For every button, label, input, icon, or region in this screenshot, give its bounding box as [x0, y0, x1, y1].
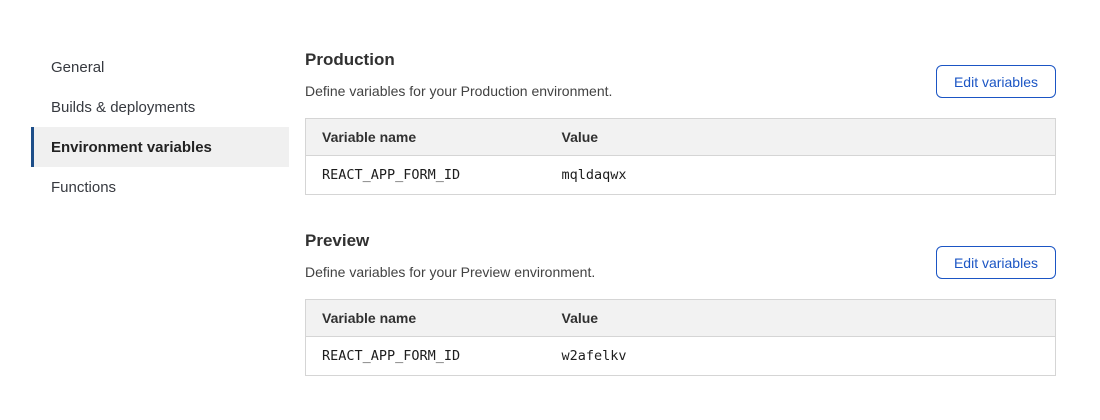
sidebar-item-environment-variables[interactable]: Environment variables [31, 127, 289, 167]
table-row: REACT_APP_FORM_ID w2afelkv [305, 336, 1056, 376]
edit-production-variables-button[interactable]: Edit variables [935, 65, 1056, 98]
production-section: Production Define variables for your Pro… [305, 50, 1056, 195]
table-header-row: Variable name Value [305, 118, 1056, 156]
preview-title: Preview [305, 231, 370, 250]
variable-name-cell: REACT_APP_FORM_ID [305, 155, 546, 195]
production-title: Production [305, 50, 395, 69]
value-header: Value [545, 118, 1056, 156]
sidebar-item-general[interactable]: General [31, 47, 289, 87]
variable-name-header: Variable name [305, 299, 546, 337]
sidebar-item-functions[interactable]: Functions [31, 167, 289, 207]
sidebar-item-builds-deployments[interactable]: Builds & deployments [31, 87, 289, 127]
sidebar-item-label: Functions [51, 178, 117, 196]
preview-section: Preview Define variables for your Previe… [305, 231, 1056, 376]
edit-preview-variables-button[interactable]: Edit variables [935, 246, 1056, 279]
preview-variables-table: Variable name Value REACT_APP_FORM_ID w2… [305, 299, 1056, 376]
value-cell: w2afelkv [545, 336, 1056, 376]
sidebar-item-label: General [51, 58, 105, 76]
production-section-head: Production Define variables for your Pro… [305, 50, 1056, 99]
environment-variables-panel: Production Define variables for your Pro… [305, 0, 1056, 420]
table-header-row: Variable name Value [305, 299, 1056, 337]
value-header: Value [545, 299, 1056, 337]
table-row: REACT_APP_FORM_ID mqldaqwx [305, 155, 1056, 195]
value-cell: mqldaqwx [545, 155, 1056, 195]
variable-name-header: Variable name [305, 118, 546, 156]
sidebar-item-label: Environment variables [51, 138, 212, 156]
preview-section-head: Preview Define variables for your Previe… [305, 231, 1056, 280]
settings-sidebar: General Builds & deployments Environment… [31, 0, 289, 420]
preview-description: Define variables for your Preview enviro… [305, 264, 596, 280]
production-description: Define variables for your Production env… [305, 83, 613, 99]
sidebar-item-label: Builds & deployments [51, 98, 196, 116]
variable-name-cell: REACT_APP_FORM_ID [305, 336, 546, 376]
production-variables-table: Variable name Value REACT_APP_FORM_ID mq… [305, 118, 1056, 195]
